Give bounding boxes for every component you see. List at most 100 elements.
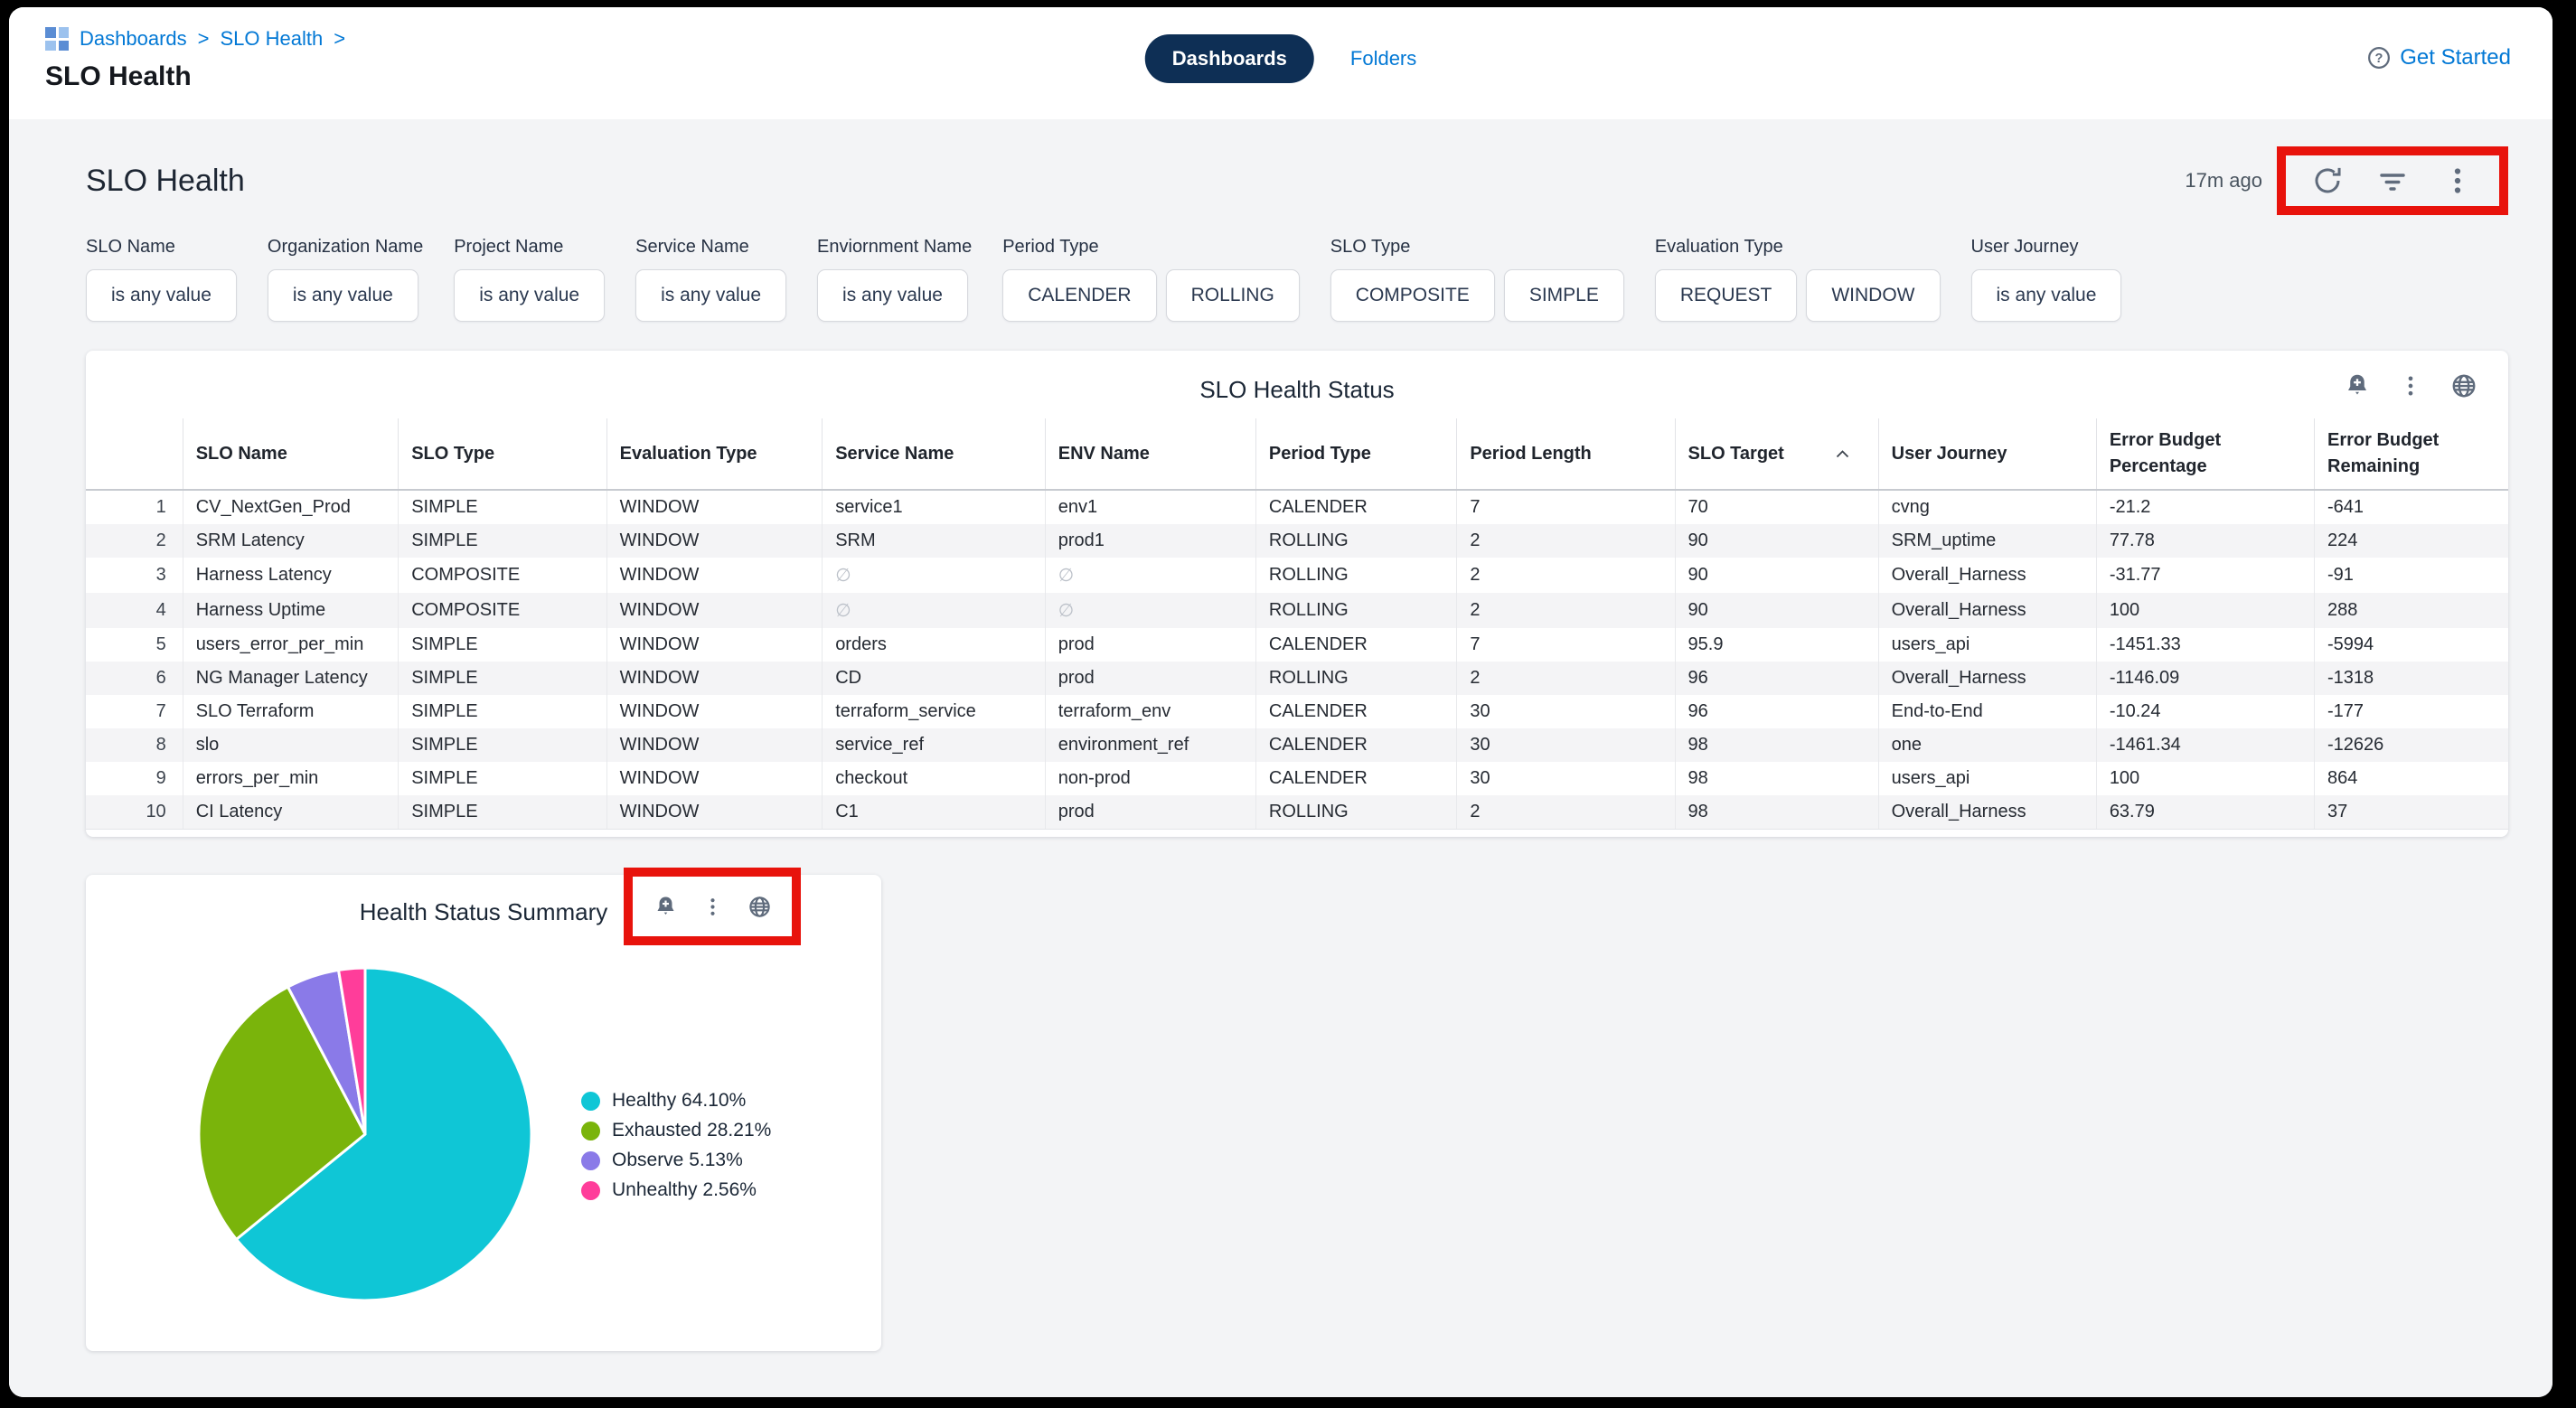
- filter-value-button-is-any-value[interactable]: is any value: [635, 269, 787, 322]
- table-cell: Harness Latency: [183, 558, 400, 593]
- view-tabs: Dashboards Folders: [1144, 34, 1417, 83]
- breadcrumb: Dashboards > SLO Health >: [45, 27, 2513, 51]
- filter-organization-name: Organization Name is any value: [267, 237, 423, 322]
- bell-plus-icon[interactable]: [653, 895, 678, 919]
- table-cell: COMPOSITE: [398, 558, 607, 593]
- table-cell: C1: [822, 795, 1046, 830]
- legend-label: Exhausted 28.21%: [612, 1120, 772, 1140]
- table-cell: -1146.09: [2096, 662, 2316, 695]
- breadcrumb-dashboards[interactable]: Dashboards: [80, 27, 187, 50]
- table-cell: CALENDER: [1255, 728, 1458, 762]
- row-number: 4: [86, 593, 183, 628]
- table-cell: service1: [822, 490, 1046, 524]
- table-cell: SIMPLE: [398, 728, 607, 762]
- legend-item-unhealthy[interactable]: Unhealthy 2.56%: [581, 1179, 771, 1201]
- column-header-evaluation-type[interactable]: Evaluation Type: [606, 418, 823, 491]
- pie-slice-unhealthy[interactable]: [337, 966, 367, 1136]
- tab-dashboards[interactable]: Dashboards: [1144, 34, 1314, 83]
- table-cell: WINDOW: [606, 695, 823, 728]
- table-cell: ROLLING: [1255, 662, 1458, 695]
- filter-slo-name: SLO Name is any value: [86, 237, 237, 322]
- table-cell: 2: [1456, 593, 1676, 628]
- filter-value-button-is-any-value[interactable]: is any value: [1970, 269, 2122, 322]
- annotation-highlight-toolbar: [2277, 146, 2508, 215]
- table-cell: 2: [1456, 558, 1676, 593]
- table-cell: -1451.33: [2096, 628, 2316, 662]
- svg-text:?: ?: [2375, 52, 2383, 66]
- table-cell: SIMPLE: [398, 695, 607, 728]
- table-row: 1 CV_NextGen_Prod SIMPLE WINDOW service1 env1…: [86, 490, 2508, 524]
- filter-value-button-is-any-value[interactable]: is any value: [454, 269, 606, 322]
- legend-item-healthy[interactable]: Healthy 64.10%: [581, 1090, 771, 1112]
- filter-value-button-window[interactable]: WINDOW: [1806, 269, 1941, 322]
- table-cell: -10.24: [2096, 695, 2316, 728]
- table-cell: -641: [2327, 497, 2364, 517]
- filter-value-button-rolling[interactable]: ROLLING: [1165, 269, 1300, 322]
- get-started-link[interactable]: ? Get Started: [2366, 45, 2511, 70]
- pie-slice-healthy[interactable]: [234, 966, 533, 1302]
- dashboards-grid-icon: [45, 27, 69, 51]
- table-cell: SIMPLE: [398, 795, 607, 830]
- table-cell: -12626: [2327, 735, 2384, 755]
- table-row: 6 NG Manager Latency SIMPLE WINDOW CD prod ROL…: [86, 662, 2508, 695]
- filter-button[interactable]: [2376, 164, 2409, 197]
- table-cell: 90: [1675, 593, 1879, 628]
- kebab-menu-icon[interactable]: [2398, 373, 2423, 399]
- more-options-button[interactable]: [2441, 164, 2474, 197]
- column-header-service-name[interactable]: Service Name: [822, 418, 1046, 491]
- filter-value-button-request[interactable]: REQUEST: [1654, 269, 1798, 322]
- pie-slice-exhausted[interactable]: [197, 985, 367, 1241]
- column-header-period-length[interactable]: Period Length: [1456, 418, 1676, 491]
- filter-value-button-is-any-value[interactable]: is any value: [86, 269, 237, 322]
- filter-value-button-composite[interactable]: COMPOSITE: [1330, 269, 1495, 322]
- table-cell: one: [1878, 728, 2097, 762]
- table-cell: CI Latency: [183, 795, 400, 830]
- globe-icon[interactable]: [747, 895, 772, 919]
- breadcrumb-slo-health[interactable]: SLO Health: [220, 27, 324, 50]
- table-cell: terraform_env: [1045, 695, 1256, 728]
- filter-value-button-simple[interactable]: SIMPLE: [1503, 269, 1624, 322]
- table-cell: CALENDER: [1255, 695, 1458, 728]
- table-cell: terraform_service: [822, 695, 1046, 728]
- globe-icon[interactable]: [2450, 372, 2477, 399]
- column-header-user-journey[interactable]: User Journey: [1878, 418, 2097, 491]
- table-cell: 98: [1675, 762, 1879, 795]
- column-header-env-name[interactable]: ENV Name: [1045, 418, 1256, 491]
- table-cell: 90: [1675, 524, 1879, 558]
- filter-value-button-is-any-value[interactable]: is any value: [817, 269, 968, 322]
- column-header-slo-type[interactable]: SLO Type: [398, 418, 607, 491]
- filter-value-button-calender[interactable]: CALENDER: [1002, 269, 1157, 322]
- legend-item-exhausted[interactable]: Exhausted 28.21%: [581, 1120, 771, 1141]
- column-header-slo-target[interactable]: SLO Target: [1675, 418, 1879, 491]
- row-number: 6: [86, 662, 183, 695]
- row-number: 3: [86, 558, 183, 593]
- filter-value-button-is-any-value[interactable]: is any value: [267, 269, 418, 322]
- table-cell: -21.2: [2096, 490, 2316, 524]
- dashboard-area: SLO Health 17m ago SLO Name is any value O…: [9, 119, 2552, 1397]
- table-cell: 95.9: [1675, 628, 1879, 662]
- refresh-button[interactable]: [2311, 164, 2344, 197]
- table-cell: 100: [2096, 762, 2316, 795]
- legend-item-observe[interactable]: Observe 5.13%: [581, 1150, 771, 1171]
- table-cell: SIMPLE: [398, 628, 607, 662]
- column-header-error-budget-remaining[interactable]: Error Budget Remaining: [2314, 418, 2508, 491]
- row-number: 10: [86, 795, 183, 830]
- health-status-pie-chart: [197, 966, 533, 1302]
- table-cell: cvng: [1878, 490, 2097, 524]
- table-title: SLO Health Status: [1199, 376, 1395, 403]
- table-row: 3 Harness Latency COMPOSITE WINDOW ∅ ∅ ROLLING…: [86, 558, 2508, 593]
- filter-label: Enviornment Name: [817, 237, 973, 257]
- table-row: 8 slo SIMPLE WINDOW service_ref environment_r…: [86, 728, 2508, 762]
- table-cell: ∅: [1045, 593, 1256, 628]
- table-cell: ROLLING: [1255, 524, 1458, 558]
- kebab-menu-icon[interactable]: [701, 896, 724, 918]
- bell-plus-icon[interactable]: [2344, 372, 2371, 399]
- table-cell: orders: [822, 628, 1046, 662]
- column-header-period-type[interactable]: Period Type: [1255, 418, 1458, 491]
- column-header-slo-name[interactable]: SLO Name: [183, 418, 400, 491]
- table-cell: prod: [1045, 662, 1256, 695]
- tab-folders[interactable]: Folders: [1349, 47, 1417, 70]
- table-cell: users_api: [1878, 762, 2097, 795]
- column-header-error-budget-percentage[interactable]: Error Budget Percentage: [2096, 418, 2316, 491]
- table-cell: ∅: [1045, 558, 1256, 593]
